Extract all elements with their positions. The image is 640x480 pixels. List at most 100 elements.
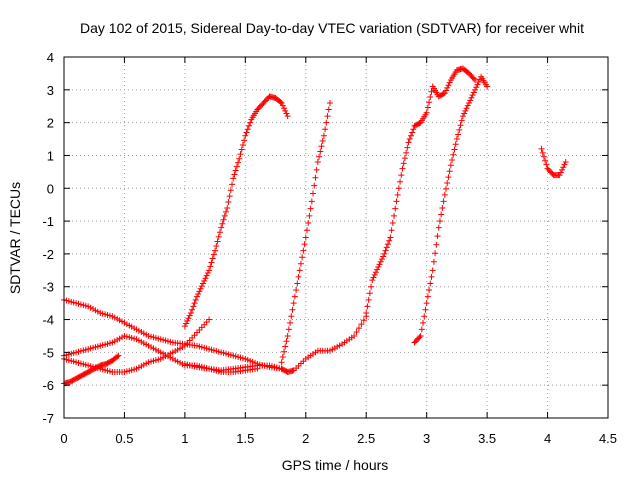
data-point-track-f [278,99,285,106]
x-tick-label: 3 [423,431,430,446]
data-point-track-h [363,309,370,316]
data-point-track-i [451,146,458,153]
data-point-track-f [242,132,249,139]
data-point-track-i [455,131,462,138]
data-point-track-i [445,174,452,181]
data-point-track-g [325,106,332,113]
data-point-track-g [281,348,288,355]
data-point-track-i [464,102,471,109]
data-point-track-g [311,182,318,189]
data-point-track-g [279,353,286,360]
data-point-track-h [364,303,371,310]
data-point-track-f [281,105,288,112]
data-point-track-h [443,87,450,94]
data-point-track-h [376,261,383,268]
data-point-track-i [446,168,453,175]
data-point-track-f [220,216,227,223]
data-point-track-f [226,193,233,200]
data-point-track-c [114,353,121,360]
data-point-track-i [426,287,433,294]
data-point-track-g [295,273,302,280]
data-point-track-i [472,86,479,93]
data-point-track-f [198,283,205,290]
data-point-track-j [539,149,546,156]
data-point-track-h [427,94,434,101]
data-point-track-f [244,126,251,133]
data-point-track-f [209,255,216,262]
data-point-track-i [467,97,474,104]
y-tick-label: -6 [42,378,54,393]
data-point-track-f [229,181,236,188]
data-point-track-f [184,317,191,324]
data-point-track-f [219,220,226,227]
data-point-track-f [279,102,286,109]
data-point-track-f [237,151,244,158]
data-point-track-e [358,321,365,328]
data-point-track-g [317,148,324,155]
data-point-track-i [449,157,456,164]
data-point-track-g [299,254,306,261]
data-point-track-i [456,126,463,133]
data-point-track-f [236,155,243,162]
data-point-track-f [235,159,242,166]
data-point-track-f [233,163,240,170]
data-point-track-g [310,190,317,197]
data-point-track-g [302,234,309,241]
data-point-track-f [189,306,196,313]
data-point-track-f [212,247,219,254]
data-point-track-f [277,98,284,105]
data-point-track-g [305,220,312,227]
data-point-track-f [218,224,225,231]
data-point-track-f [245,122,252,129]
data-point-track-g [318,143,325,150]
data-point-track-h [389,220,396,227]
x-tick-label: 4 [544,431,551,446]
data-point-track-h [404,144,411,151]
data-point-track-f [231,171,238,178]
data-point-track-i [435,224,442,231]
data-point-track-i [469,92,476,99]
data-point-track-i [453,136,460,143]
data-point-track-i [447,162,454,169]
data-point-track-i [458,117,465,124]
data-point-track-g [301,241,308,248]
data-point-track-i [440,198,447,205]
data-point-track-i [441,191,448,198]
x-tick-label: 0.5 [115,431,133,446]
data-point-track-i [420,319,427,326]
data-point-track-e [355,325,362,332]
data-point-track-g [323,119,330,126]
data-point-track-g [293,287,300,294]
data-point-track-h [369,277,376,284]
data-point-track-h [386,237,393,244]
data-point-track-j [559,166,566,173]
data-point-track-i [452,141,459,148]
data-point-track-h [393,198,400,205]
data-point-track-f [183,320,190,327]
data-point-track-i [439,204,446,211]
data-point-track-h [375,264,382,271]
data-point-track-g [288,313,295,320]
data-point-track-i [457,122,464,129]
data-point-track-g [307,205,314,212]
data-point-track-f [206,267,213,274]
data-point-track-i [424,293,431,300]
data-point-track-h [440,90,447,97]
data-point-track-f [225,199,232,206]
y-tick-label: -2 [42,247,54,262]
data-point-track-g [278,359,285,366]
data-point-track-h [428,88,435,95]
data-point-track-g [287,319,294,326]
data-point-track-h [407,132,414,139]
data-point-track-i [463,105,470,112]
data-point-track-h [444,84,451,91]
data-point-track-i [444,180,451,187]
y-tick-label: 2 [47,116,54,131]
data-point-track-h [470,75,477,82]
x-tick-label: 1.5 [236,431,254,446]
y-tick-label: -3 [42,280,54,295]
data-point-track-f [196,288,203,295]
data-point-track-i [450,151,457,158]
data-point-track-i [417,332,424,339]
data-point-track-f [181,323,188,330]
